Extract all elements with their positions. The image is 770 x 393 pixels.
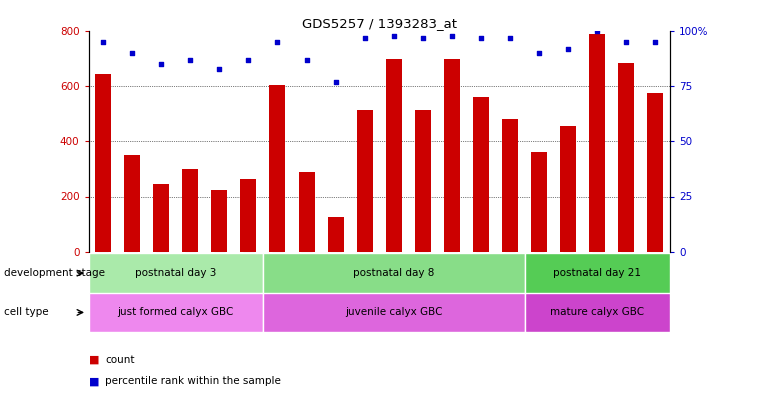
Point	[359, 35, 371, 41]
Point	[213, 66, 226, 72]
Text: percentile rank within the sample: percentile rank within the sample	[105, 376, 281, 386]
Bar	[589, 34, 605, 252]
Point	[562, 46, 574, 52]
Text: mature calyx GBC: mature calyx GBC	[551, 307, 644, 318]
Bar	[560, 127, 576, 252]
Point	[126, 50, 139, 57]
Bar	[182, 169, 199, 252]
Bar	[89, 253, 263, 293]
Bar	[327, 217, 343, 252]
Text: cell type: cell type	[4, 307, 49, 318]
Bar	[124, 155, 140, 252]
Bar	[211, 191, 227, 252]
Point	[620, 39, 632, 46]
Text: development stage: development stage	[4, 268, 105, 278]
Bar	[263, 293, 524, 332]
Text: ■: ■	[89, 376, 99, 386]
Point	[184, 57, 196, 63]
Point	[417, 35, 429, 41]
Point	[330, 79, 342, 85]
Point	[591, 28, 604, 35]
Bar	[618, 63, 634, 252]
Text: just formed calyx GBC: just formed calyx GBC	[118, 307, 234, 318]
Bar	[531, 152, 547, 252]
Text: postnatal day 21: postnatal day 21	[553, 268, 641, 278]
Point	[504, 35, 516, 41]
Bar	[524, 293, 670, 332]
Bar	[473, 97, 489, 252]
Bar	[89, 293, 263, 332]
Bar	[524, 253, 670, 293]
Point	[387, 33, 400, 39]
Text: postnatal day 8: postnatal day 8	[353, 268, 434, 278]
Title: GDS5257 / 1393283_at: GDS5257 / 1393283_at	[302, 17, 457, 30]
Bar	[95, 74, 111, 252]
Point	[97, 39, 109, 46]
Point	[300, 57, 313, 63]
Point	[243, 57, 255, 63]
Bar	[153, 184, 169, 252]
Bar	[415, 110, 431, 252]
Bar	[386, 59, 402, 252]
Bar	[299, 172, 315, 252]
Bar	[263, 253, 524, 293]
Bar	[648, 93, 664, 252]
Text: postnatal day 3: postnatal day 3	[135, 268, 216, 278]
Text: juvenile calyx GBC: juvenile calyx GBC	[345, 307, 443, 318]
Point	[533, 50, 545, 57]
Text: count: count	[105, 354, 135, 365]
Text: ■: ■	[89, 354, 99, 365]
Bar	[240, 178, 256, 252]
Point	[446, 33, 458, 39]
Point	[271, 39, 283, 46]
Point	[475, 35, 487, 41]
Point	[649, 39, 661, 46]
Bar	[357, 110, 373, 252]
Bar	[444, 59, 460, 252]
Bar	[270, 85, 286, 252]
Point	[155, 61, 167, 68]
Bar	[502, 119, 518, 252]
